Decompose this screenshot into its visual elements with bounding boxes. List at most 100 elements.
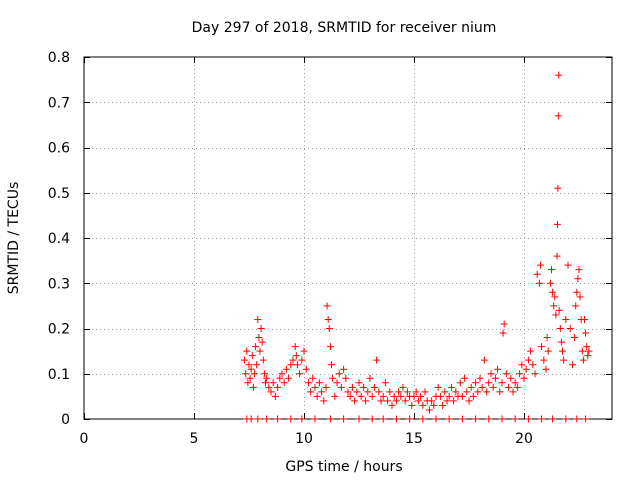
data-point <box>463 388 471 396</box>
data-point <box>291 343 299 351</box>
data-point <box>458 415 466 423</box>
data-point <box>436 392 444 400</box>
data-point <box>543 334 551 342</box>
data-point <box>368 415 376 423</box>
axis-ticks: 0 5 10 15 20 0 0.1 0.2 0.3 0.4 0.5 0.6 0.7 0.8 <box>48 50 612 447</box>
data-point <box>313 392 321 400</box>
data-point <box>544 347 552 355</box>
data-point <box>582 329 590 337</box>
data-point <box>285 374 293 382</box>
data-point <box>386 388 394 396</box>
data-point <box>498 415 506 423</box>
data-point <box>469 392 477 400</box>
data-point <box>252 343 260 351</box>
data-point <box>263 415 271 423</box>
data-point <box>255 334 263 342</box>
data-point <box>388 401 396 409</box>
data-point <box>274 383 282 391</box>
data-point <box>425 406 433 414</box>
data-point <box>322 383 330 391</box>
data-point <box>499 329 507 337</box>
data-point <box>456 379 464 387</box>
data-point <box>432 415 440 423</box>
data-point <box>412 388 420 396</box>
data-point <box>489 383 497 391</box>
data-point <box>552 311 560 319</box>
data-point <box>584 352 592 360</box>
data-point <box>554 112 562 120</box>
data-point <box>392 397 400 405</box>
data-point <box>399 383 407 391</box>
data-point <box>573 288 581 296</box>
data-point <box>564 261 572 269</box>
data-point <box>443 397 451 405</box>
data-point <box>287 415 295 423</box>
data-point <box>505 383 513 391</box>
data-point <box>340 415 348 423</box>
data-point <box>524 415 532 423</box>
data-point <box>556 325 564 332</box>
data-point <box>280 379 288 387</box>
data-point <box>262 379 269 387</box>
data-point <box>243 347 251 355</box>
data-point <box>287 361 295 369</box>
y-tick-label: 0.2 <box>48 322 70 338</box>
data-point <box>384 397 392 405</box>
y-tick-label: 0.3 <box>48 276 70 292</box>
data-point <box>553 220 561 228</box>
data-point <box>465 397 473 405</box>
data-point <box>245 361 253 369</box>
data-point <box>434 383 442 391</box>
data-point <box>263 374 271 382</box>
data-point <box>562 315 570 323</box>
data-point <box>554 184 562 192</box>
y-axis-label: SRMTID / TECUs <box>6 182 22 295</box>
data-point <box>509 388 517 396</box>
data-point <box>452 388 460 396</box>
data-point <box>524 356 532 364</box>
y-tick-label: 0.6 <box>48 141 70 157</box>
data-point <box>364 388 372 396</box>
data-point <box>392 415 400 423</box>
data-point <box>559 347 566 355</box>
y-tick-label: 0.8 <box>48 50 70 66</box>
data-point <box>419 401 427 409</box>
data-point <box>257 325 265 332</box>
data-point <box>302 365 310 373</box>
data-point <box>474 388 482 396</box>
y-tick-label: 0.7 <box>48 95 70 111</box>
data-point <box>375 388 383 396</box>
data-point <box>315 379 323 387</box>
data-point <box>298 415 306 423</box>
data-point <box>251 370 258 378</box>
data-point <box>417 392 425 400</box>
data-point <box>395 388 403 396</box>
y-tick-label: 0.5 <box>48 186 70 202</box>
data-point <box>254 315 262 323</box>
data-point <box>359 383 367 391</box>
data-point <box>337 383 345 391</box>
x-tick-label: 20 <box>515 431 533 447</box>
data-point <box>445 392 453 400</box>
data-point <box>575 266 583 274</box>
data-point <box>259 356 267 364</box>
data-point <box>247 365 255 373</box>
data-point <box>533 270 541 278</box>
data-point <box>428 397 436 405</box>
data-point <box>522 365 530 373</box>
data-point <box>537 261 544 269</box>
data-point <box>247 415 255 423</box>
data-point <box>300 347 308 355</box>
data-point <box>527 347 535 355</box>
data-point <box>244 379 252 387</box>
data-point <box>571 334 579 342</box>
data-markers <box>241 71 593 423</box>
data-point <box>568 361 576 369</box>
data-point <box>461 374 469 382</box>
data-point <box>318 388 326 396</box>
y-tick-label: 0.1 <box>48 367 70 383</box>
chart-title: Day 297 of 2018, SRMTID for receiver niu… <box>192 20 497 36</box>
data-point <box>241 356 249 364</box>
data-point <box>535 279 543 287</box>
